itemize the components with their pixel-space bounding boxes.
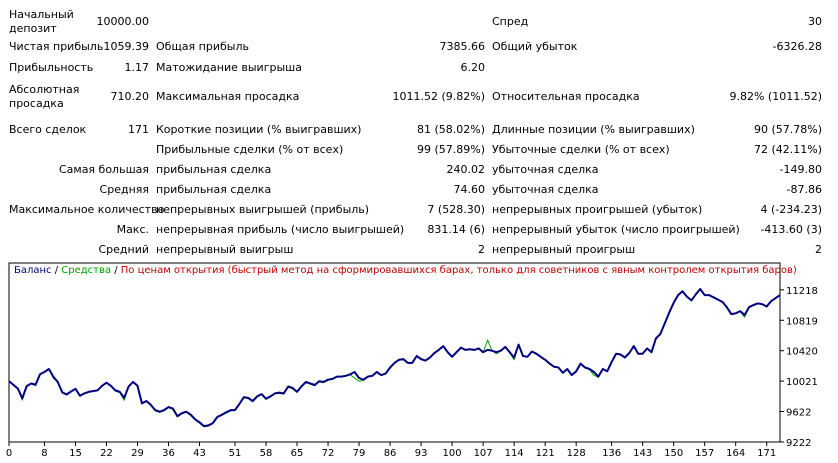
x-tick-label: 72 (322, 448, 335, 459)
b-value: 831.14 (6) (427, 223, 485, 236)
y-tick-label: 11218 (786, 286, 818, 297)
b-label: Матожидание выигрыша (156, 61, 302, 74)
y-tick-label: 10819 (786, 316, 818, 327)
c-label: Относительная просадка (492, 90, 640, 103)
chart-legend: Баланс / Средства / По ценам открытия (б… (14, 265, 797, 276)
a-value: 1.17 (124, 61, 150, 74)
legend-sep-2: / (111, 265, 121, 276)
a-value: 710.20 (110, 90, 150, 103)
a-label: Прибыльность (9, 61, 94, 74)
b-value: 81 (58.02%) (416, 123, 485, 136)
c-value: 90 (57.78%) (753, 123, 822, 136)
b-value: 7 (528.30) (427, 203, 485, 216)
equity-chart: 9222 9622 10021 10420 10819 11218 0 8 15 22 29 36 43… (0, 262, 838, 463)
b-label: Короткие позиции (% выигравших) (156, 123, 362, 136)
a-value: 171 (128, 123, 149, 136)
a-label: Абсолютная просадка (9, 83, 80, 110)
plot-frame (8, 262, 781, 443)
a-label: Чистая прибыль (9, 40, 104, 53)
c-label: непрерывный убыток (число проигрышей) (492, 223, 740, 236)
c-value: -87.86 (786, 183, 822, 196)
y-tick-label: 9222 (786, 438, 811, 449)
x-tick-label: 86 (384, 448, 397, 459)
x-tick-label: 157 (695, 448, 714, 459)
report-table: Начальный депозит 10000.00 Спред 30 Чистая п… (9, 8, 822, 256)
x-tick-label: 114 (505, 448, 524, 459)
x-tick-label: 15 (69, 448, 82, 459)
x-tick-label: 65 (291, 448, 304, 459)
x-tick-label: 136 (602, 448, 621, 459)
c-value: 30 (808, 15, 822, 28)
x-tick-label: 164 (726, 448, 745, 459)
legend-balance: Баланс (14, 265, 52, 276)
a-value: 1059.39 (103, 40, 150, 53)
a-label: Средняя (99, 183, 149, 196)
c-value: 2 (815, 243, 822, 256)
x-tick-label: 36 (162, 448, 175, 459)
x-tick-label: 0 (6, 448, 12, 459)
x-tick-label: 128 (567, 448, 586, 459)
b-label: непрерывный выигрыш (156, 243, 294, 256)
x-tick-label: 143 (633, 448, 652, 459)
b-label: прибыльная сделка (156, 183, 272, 196)
x-tick-label: 107 (474, 448, 493, 459)
x-tick-label: 51 (229, 448, 242, 459)
balance-line (8, 288, 781, 428)
b-label: непрерывная прибыль (число выигрышей) (156, 223, 405, 236)
c-label: убыточная сделка (492, 163, 599, 176)
x-tick-label: 171 (757, 448, 776, 459)
b-value: 240.02 (446, 163, 486, 176)
y-tick-label: 10021 (786, 377, 818, 388)
b-value: 74.60 (453, 183, 486, 196)
x-tick-label: 79 (353, 448, 366, 459)
y-tick-label: 9622 (786, 408, 811, 419)
a-label: Начальный депозит (9, 8, 74, 35)
c-label: непрерывный проигрыш (492, 243, 636, 256)
x-tick-label: 22 (100, 448, 113, 459)
c-label: убыточная сделка (492, 183, 599, 196)
c-value: -413.60 (3) (760, 223, 822, 236)
b-value: 99 (57.89%) (416, 143, 485, 156)
legend-mode: По ценам открытия (быстрый метод на сфор… (120, 265, 797, 276)
x-tick-label: 58 (260, 448, 273, 459)
b-label: Общая прибыль (156, 40, 249, 53)
b-value: 6.20 (460, 61, 486, 74)
b-value: 1011.52 (9.82%) (392, 90, 485, 103)
a-label: Средний (98, 243, 149, 256)
c-label: непрерывных проигрышей (убыток) (492, 203, 703, 216)
c-label: Спред (492, 15, 529, 28)
b-label: Прибыльные сделки (% от всех) (156, 143, 344, 156)
x-tick-label: 29 (131, 448, 144, 459)
legend-equity: Средства (61, 265, 112, 276)
c-value: -6326.28 (772, 40, 822, 53)
b-value: 7385.66 (439, 40, 486, 53)
a-label: Самая большая (58, 163, 149, 176)
chart-svg: 9222 9622 10021 10420 10819 11218 0 8 15 22 29 36 43… (6, 262, 818, 459)
b-value: 2 (478, 243, 485, 256)
y-tick-label: 10420 (786, 347, 818, 358)
c-value: 72 (42.11%) (753, 143, 822, 156)
c-value: -149.80 (779, 163, 822, 176)
b-label: прибыльная сделка (156, 163, 272, 176)
c-label: Убыточные сделки (% от всех) (492, 143, 670, 156)
x-tick-label: 121 (536, 448, 555, 459)
legend-sep-1: / (51, 265, 62, 276)
b-label: Максимальная просадка (156, 90, 300, 103)
a-label: Всего сделок (9, 123, 87, 136)
c-value: 9.82% (1011.52) (729, 90, 822, 103)
a-value: 10000.00 (96, 15, 150, 28)
a-label: Максимальное количество (9, 203, 165, 216)
x-tick-label: 43 (193, 448, 206, 459)
c-label: Длинные позиции (% выигравших) (492, 123, 695, 136)
c-label: Общий убыток (492, 40, 578, 53)
x-tick-label: 8 (41, 448, 47, 459)
x-tick-label: 93 (415, 448, 428, 459)
a-label: Макс. (116, 223, 149, 236)
x-tick-label: 100 (443, 448, 462, 459)
c-value: 4 (-234.23) (760, 203, 822, 216)
b-label: непрерывных выигрышей (прибыль) (156, 203, 370, 216)
x-tick-label: 150 (664, 448, 683, 459)
